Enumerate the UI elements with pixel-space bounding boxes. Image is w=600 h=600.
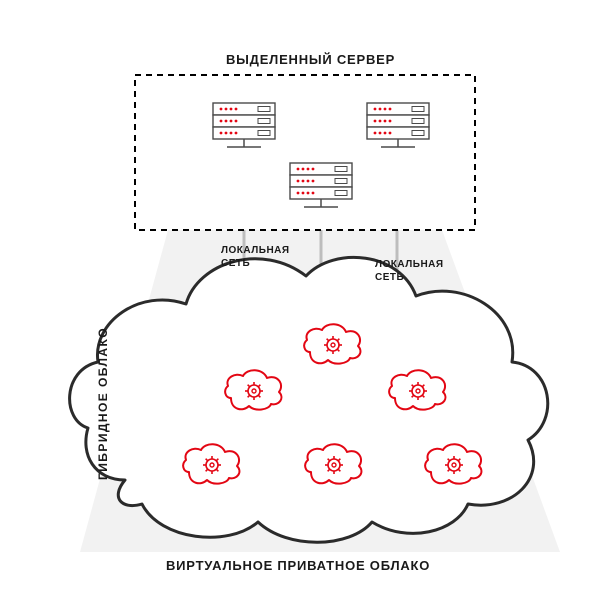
cloud-service-icon [389,370,445,409]
dedicated-server-title: ВЫДЕЛЕННЫЙ СЕРВЕР [226,52,395,67]
cloud-service-icon [304,324,360,363]
hybrid-cloud-title: ГИБРИДНОЕ ОБЛАКО [96,327,110,480]
cloud-service-icon [183,444,239,483]
cloud-service-icon [305,444,361,483]
hybrid-cloud-diagram: ВЫДЕЛЕННЫЙ СЕРВЕР ВИРТУАЛЬНОЕ ПРИВАТНОЕ … [0,0,600,600]
vpc-cloud [70,257,548,542]
cloud-service-icon [225,370,281,409]
local-network-label: ЛОКАЛЬНАЯ СЕТЬ [375,258,444,284]
diagram-svg [0,0,600,600]
local-network-label: ЛОКАЛЬНАЯ СЕТЬ [221,244,290,270]
vpc-title: ВИРТУАЛЬНОЕ ПРИВАТНОЕ ОБЛАКО [166,558,430,573]
cloud-service-icon [425,444,481,483]
